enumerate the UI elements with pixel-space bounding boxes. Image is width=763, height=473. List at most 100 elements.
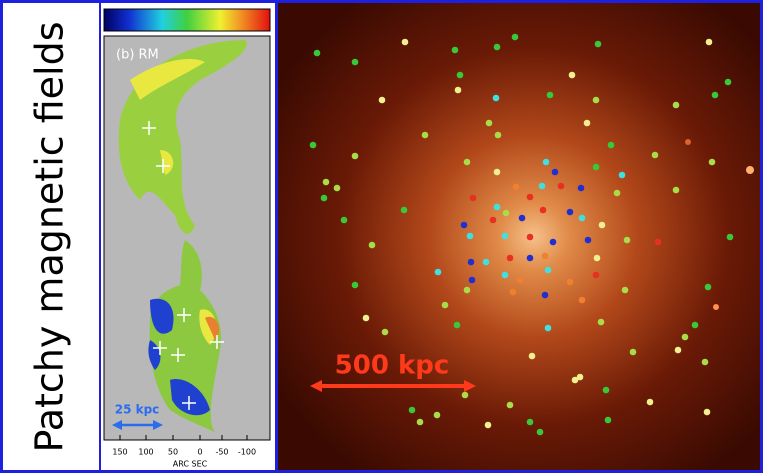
rm-source-dot [536,428,544,436]
rm-source-dot [528,352,536,360]
rm-source-dot [542,158,550,166]
rm-source-dot [654,238,662,246]
rm-source-dot [557,182,565,190]
rm-source-dot [607,141,615,149]
rm-source-dot [433,411,441,419]
rm-source-dot [593,254,601,262]
rm-source-dot [705,38,713,46]
rm-source-dot [493,203,501,211]
rm-source-dot [493,43,501,51]
colorbar [103,8,271,32]
rm-source-dot [526,233,534,241]
rm-source-dot [526,418,534,426]
panel-label: (b) RM [116,48,159,63]
rm-source-dot [701,358,709,366]
rm-source-dot [544,266,552,274]
rm-source-dot [674,346,682,354]
rm-source-dot [333,184,341,192]
rm-panel: (b) RM 25 kpc ARC SEC [101,3,275,470]
rm-source-dot [618,171,626,179]
rm-source-dot [568,71,576,79]
rm-source-dot [400,206,408,214]
rm-source-dot [313,49,321,57]
rm-source-dot [584,236,592,244]
rm-source-dot [381,328,389,336]
rm-source-dot [592,96,600,104]
rm-source-dot [485,119,493,127]
rm-source-dot [566,208,574,216]
rm-source-dot [651,151,659,159]
rm-source-dot [512,183,520,191]
rm-source-dot [501,232,509,240]
rm-source-dot [456,71,464,79]
rm-source-dot [416,418,424,426]
rm-source-dot [566,278,574,286]
rm-source-dot [578,296,586,304]
point-source [713,304,719,310]
rm-source-dot [681,333,689,341]
rm-blob [149,240,221,432]
rm-source-dot [646,398,654,406]
xray-panel: 500 kpc [278,3,760,470]
rm-source-dot [451,46,459,54]
point-source [746,166,754,174]
rm-source-dot [577,184,585,192]
rm-orange-patch [205,316,220,340]
rm-source-dot [460,221,468,229]
rm-source-dot [621,286,629,294]
rm-source-dot [629,348,637,356]
rm-source-dot [541,252,549,260]
rm-source-dot [351,152,359,160]
rm-source-dot [711,91,719,99]
rm-source-dot [604,416,612,424]
rm-source-dot [434,268,442,276]
rm-source-dot [623,236,631,244]
rm-source-dot [592,163,600,171]
rm-source-dot [597,318,605,326]
x-tick-label: 0 [197,448,202,457]
rm-source-dot [578,214,586,222]
rm-source-dot [421,131,429,139]
rm-source-dot [484,421,492,429]
x-tick-label: 100 [138,448,153,457]
rm-source-dot [463,158,471,166]
rm-source-dot [546,91,554,99]
rm-source-dot [539,206,547,214]
rm-blue-patch [148,298,210,416]
rm-source-dot [598,221,606,229]
rm-source-dot [511,33,519,41]
rm-source-dot [467,258,475,266]
rm-source-dot [538,182,546,190]
rm-source-dot [309,141,317,149]
rm-source-dot [408,406,416,414]
rm-source-dot [613,189,621,197]
x-tick-label: 150 [112,448,127,457]
rm-source-dot [672,186,680,194]
rm-source-dot [461,391,469,399]
rm-source-dot [549,238,557,246]
rm-source-dot [594,40,602,48]
rm-source-dot [544,324,552,332]
rm-source-dot [466,232,474,240]
rm-source-dot [320,194,328,202]
rm-source-dot [602,386,610,394]
rm-source-dot [463,286,471,294]
rm-source-dot [502,209,510,217]
rm-source-dot [493,168,501,176]
rm-source-dot [703,408,711,416]
axis-label: ARC SEC [173,460,208,469]
x-tick-label: 50 [168,448,178,457]
rm-source-dot [541,291,549,299]
rm-source-dot [378,96,386,104]
rm-source-dot [362,314,370,322]
title-strip [3,3,99,470]
rm-source-dot [482,258,490,266]
rm-source-dot [724,78,732,86]
rm-source-dot [551,168,559,176]
rm-source-dot [469,194,477,202]
rm-source-dot [340,216,348,224]
rm-source-dot [506,401,514,409]
rm-source-dot [526,193,534,201]
xray-image [278,3,760,470]
rm-source-dot [401,38,409,46]
